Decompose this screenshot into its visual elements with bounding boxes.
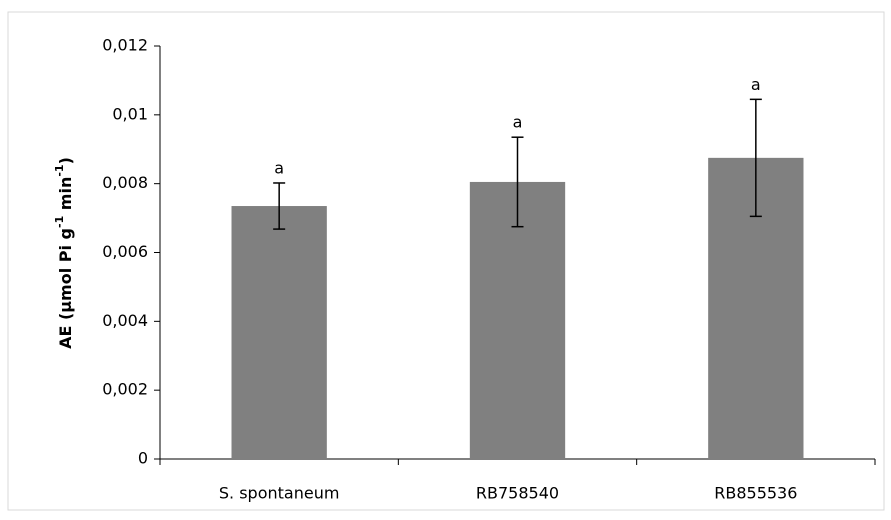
error-bar	[273, 182, 286, 230]
annotation: a	[751, 75, 761, 94]
y-tick-label: 0,008	[102, 173, 148, 192]
y-tick-label: 0,006	[102, 242, 148, 261]
y-tick-label: 0,002	[102, 380, 148, 399]
x-tick-label: RB855536	[714, 484, 797, 503]
y-axis-label-part: min	[56, 177, 75, 216]
y-axis-label: AE (µmol Pi g-1 min-1)	[53, 157, 75, 349]
x-tick-label: S. spontaneum	[219, 484, 340, 503]
y-tick-label: 0,012	[102, 36, 148, 55]
annotation: a	[513, 113, 523, 132]
bar	[231, 206, 327, 459]
y-tick-label: 0	[138, 449, 148, 468]
bar	[469, 181, 566, 459]
y-axis-label-part: -1	[53, 164, 66, 176]
x-tick-label: RB758540	[476, 484, 559, 503]
error-bar	[511, 136, 524, 228]
y-axis-label-part: )	[56, 157, 75, 164]
y-tick-label: 0,004	[102, 311, 148, 330]
error-bar	[749, 98, 762, 218]
annotation: a	[274, 158, 284, 177]
y-tick-label: 0,01	[112, 104, 148, 123]
y-axis-label-part: AE (µmol Pi g	[56, 228, 75, 349]
y-axis-label-part: -1	[53, 216, 66, 228]
